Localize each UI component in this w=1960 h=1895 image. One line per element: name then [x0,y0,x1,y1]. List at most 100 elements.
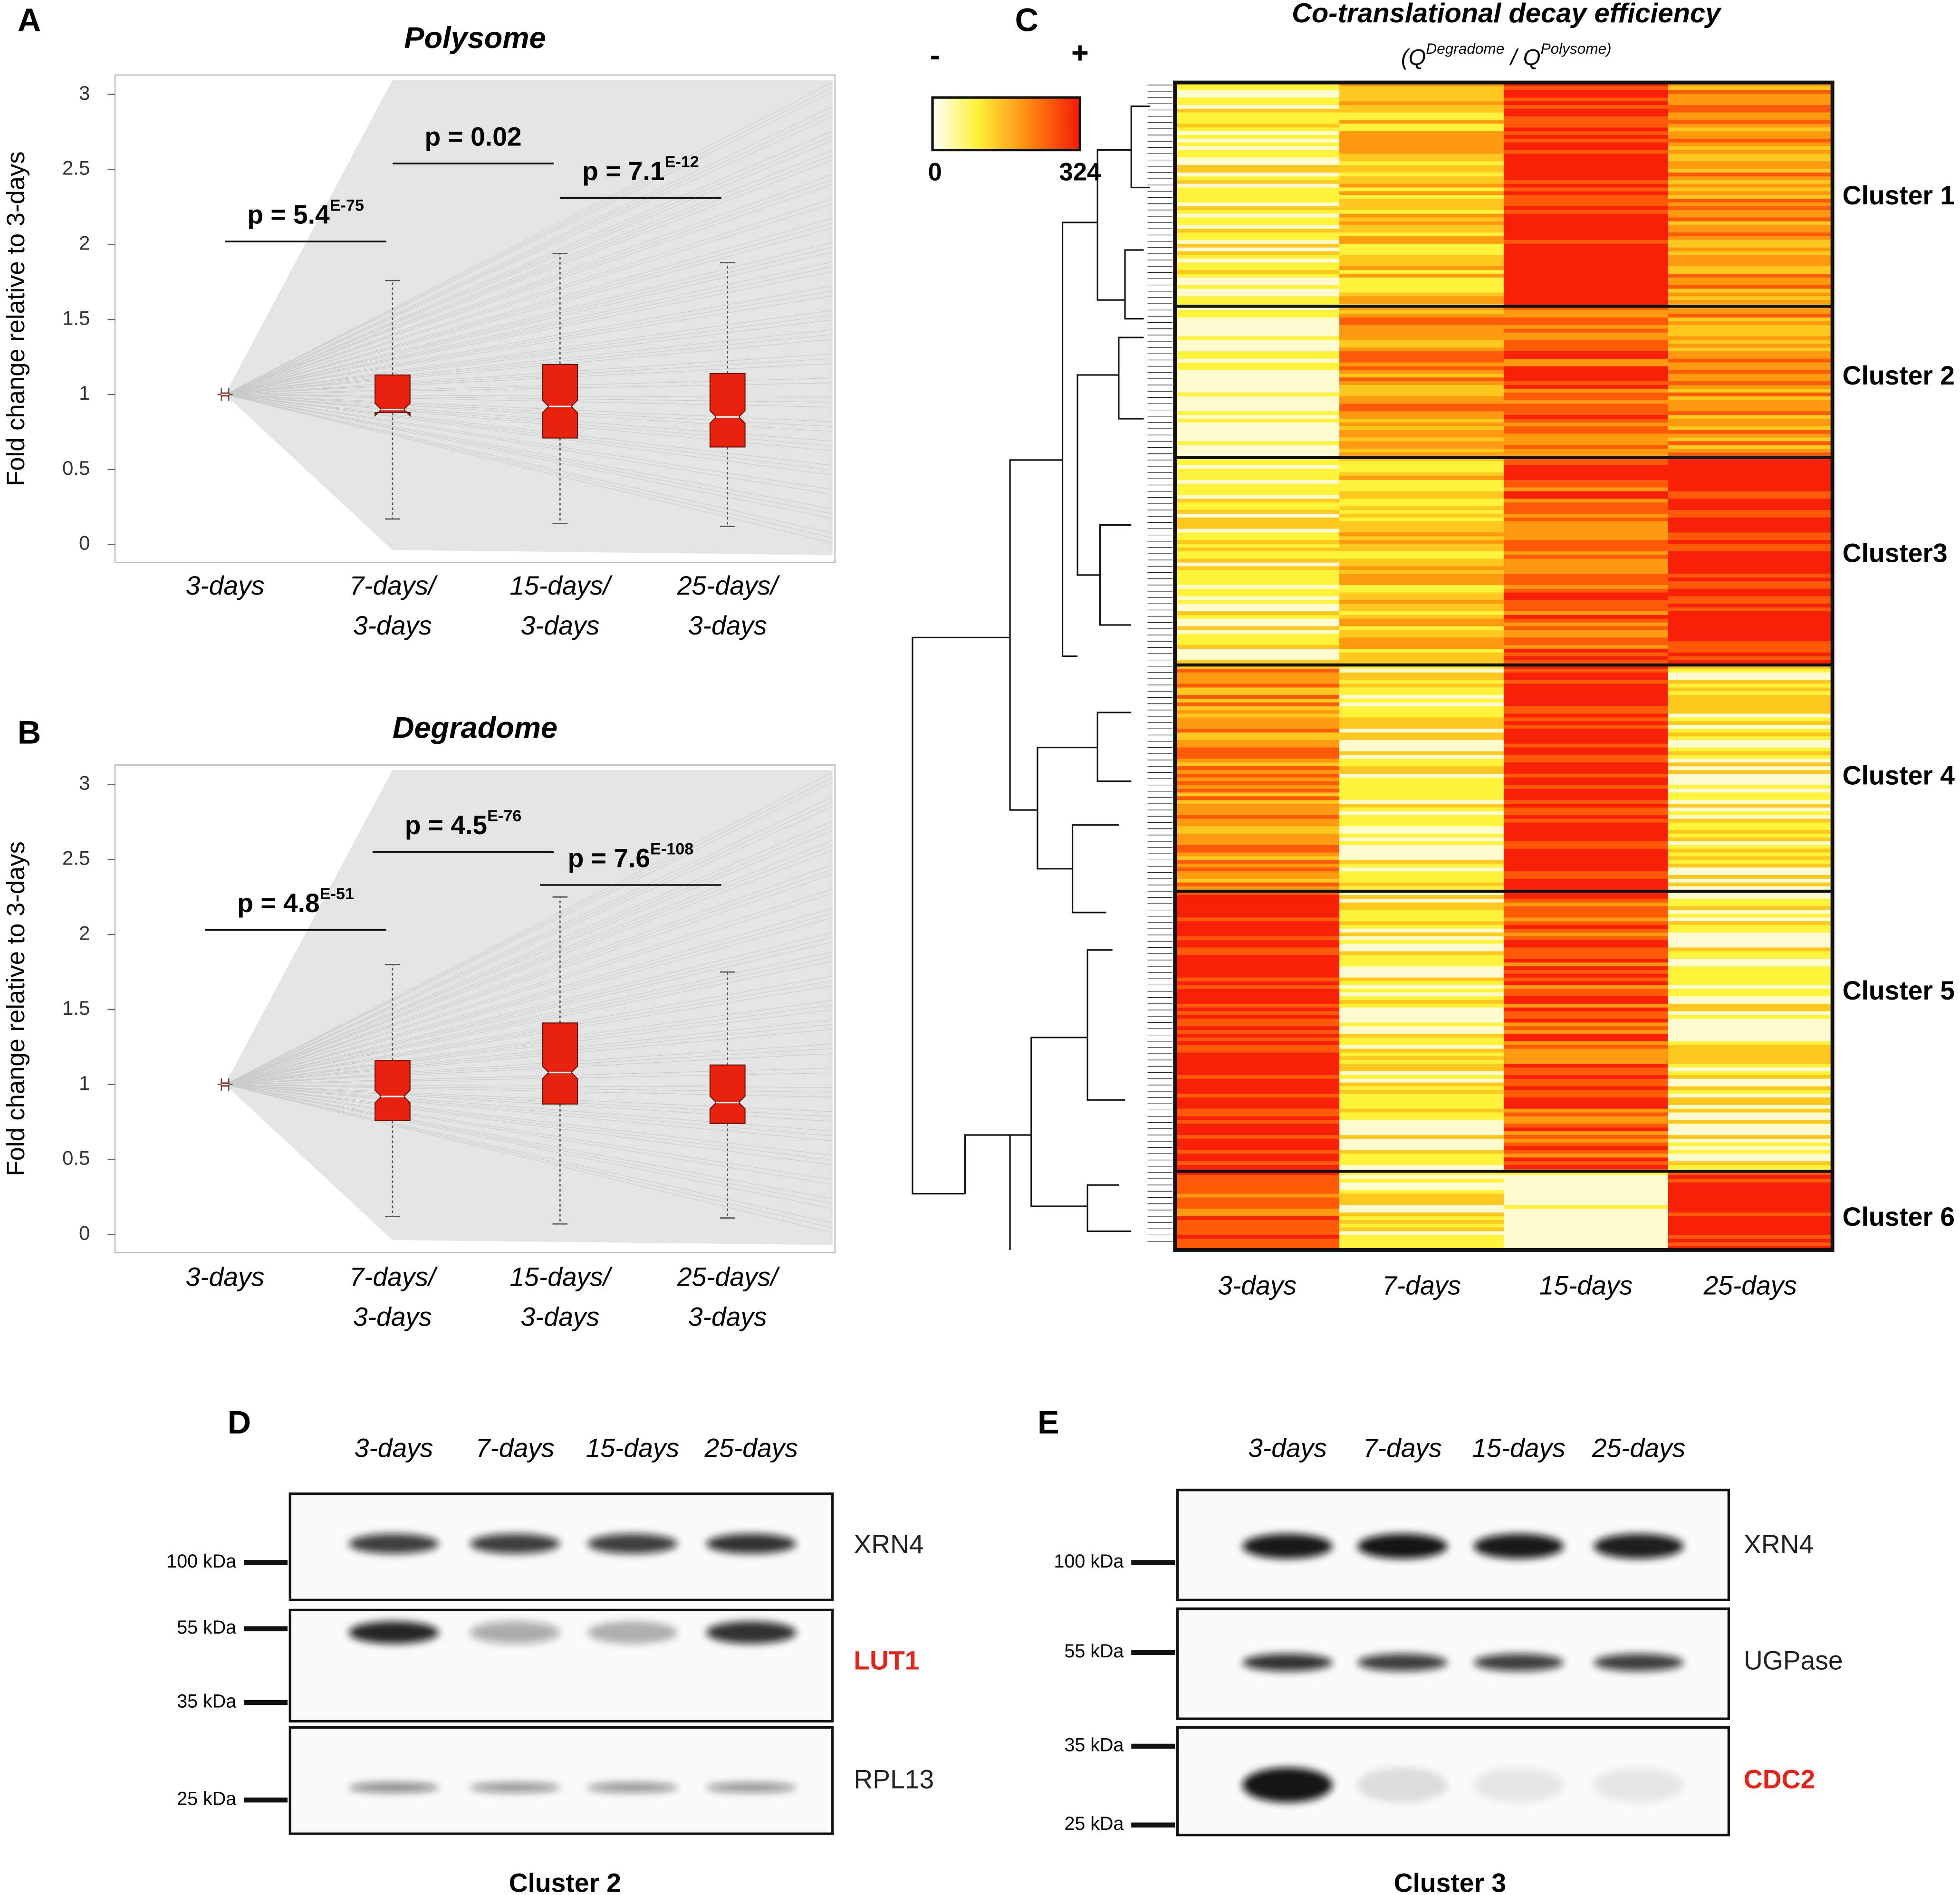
heatmap-stripe [1175,648,1340,654]
blot-panel [288,1726,834,1835]
heatmap-stripe [1503,725,1669,730]
heatmap-stripe [1339,347,1505,352]
heatmap-stripe [1668,992,1833,997]
heatmap-stripe [1339,940,1505,944]
heatmap-stripe [1503,665,1669,670]
heatmap-stripe [1668,281,1833,286]
heatmap-stripe [1339,921,1505,926]
colorbar-plus: + [1071,36,1089,69]
trace-line [225,1084,833,1229]
x-tick-line: 15-days/ [509,571,613,600]
heatmap-stripe [1339,270,1505,275]
heatmap-stripe [1339,1175,1505,1180]
heatmap-stripe [1668,713,1833,718]
heatmap-stripe [1175,483,1340,488]
heatmap-stripe [1339,441,1505,446]
heatmap-stripe [1503,1216,1669,1221]
heatmap-stripe [1668,615,1833,620]
heatmap-stripe [1668,656,1833,661]
box [709,1064,746,1124]
heatmap-stripe [1668,525,1833,529]
heatmap-stripe [1668,521,1833,526]
trace-line [225,140,833,395]
trace-line [225,913,833,1085]
p-value: p = 4.5E-76 [405,807,522,840]
heatmap-stripe [1339,154,1505,158]
heatmap-stripe [1503,687,1669,692]
heatmap-stripe [1175,347,1340,352]
heatmap-stripe [1668,882,1833,887]
box [542,1022,578,1105]
heatmap-stripe [1503,781,1669,786]
trace-line [225,985,833,1085]
heatmap-stripe [1503,1127,1669,1132]
heatmap-stripe [1503,878,1669,884]
subtitle-part: (Q [1401,45,1426,70]
heatmap-stripe [1668,800,1833,805]
heatmap-stripe [1503,1056,1669,1061]
heatmap-stripe [1503,660,1669,664]
heatmap-stripe [1503,996,1669,1001]
heatmap-stripe [1339,592,1505,597]
heatmap-stripe [1503,1227,1669,1232]
heatmap-stripe [1175,656,1340,661]
trace-line [225,1084,833,1223]
trace-line [225,1000,833,1085]
blot-band [1473,1533,1564,1559]
heatmap-stripe [1668,461,1833,466]
trace-line [225,975,833,1085]
heatmap-stripe [1175,736,1340,741]
heatmap-stripe [1339,1082,1505,1087]
heatmap-stripe [1339,525,1505,529]
heatmap-stripe [1175,852,1340,857]
heatmap-stripe [1339,502,1505,507]
heatmap-stripe [1339,206,1505,211]
heatmap-stripe [1668,217,1833,222]
heatmap-stripe [1175,1193,1340,1198]
heatmap-stripe [1668,396,1833,401]
heatmap-stripe [1503,483,1669,488]
heatmap-stripe [1339,875,1505,880]
heatmap-stripe [1503,695,1669,700]
heatmap-stripe [1503,947,1669,952]
heatmap-stripe [1503,826,1669,831]
trace-line [225,1024,833,1085]
heatmap-stripe [1503,645,1669,650]
heatmap-stripe [1668,886,1833,891]
heatmap-stripe [1668,641,1833,646]
heatmap-stripe [1668,392,1833,397]
heatmap-stripe [1668,822,1833,827]
heatmap-stripe [1339,82,1505,87]
heatmap-stripe [1668,921,1833,926]
heatmap-stripe [1339,336,1505,341]
heatmap-stripe [1668,1022,1833,1027]
heatmap-stripe [1339,947,1505,952]
heatmap-stripe [1339,1127,1505,1132]
heatmap-stripe [1668,558,1833,563]
heatmap-stripe [1668,243,1833,249]
heatmap-stripe [1503,135,1669,140]
heatmap-stripe [1503,476,1669,481]
heatmap-stripe [1503,310,1669,315]
heatmap-stripe [1668,388,1833,394]
cluster-label: Cluster 5 [1843,976,1955,1005]
heatmap-stripe [1175,532,1340,537]
heatmap-stripe [1503,702,1669,707]
heatmap-stripe [1175,898,1340,904]
heatmap-stripe [1503,607,1669,612]
heatmap-stripe [1339,773,1505,779]
heatmap-stripe [1503,856,1669,861]
heatmap-stripe [1175,773,1340,779]
heatmap-stripe [1175,680,1340,684]
heatmap-stripe [1668,710,1833,715]
heatmap-stripe [1339,852,1505,857]
heatmap-stripe [1339,388,1505,394]
heatmap-stripe [1339,101,1505,106]
heatmap-stripe [1668,577,1833,582]
heatmap-stripe [1175,150,1340,154]
trace-line [225,222,833,395]
heatmap-stripe [1339,1142,1505,1147]
heatmap-stripe [1339,1135,1505,1140]
heatmap-stripe [1668,1090,1833,1095]
